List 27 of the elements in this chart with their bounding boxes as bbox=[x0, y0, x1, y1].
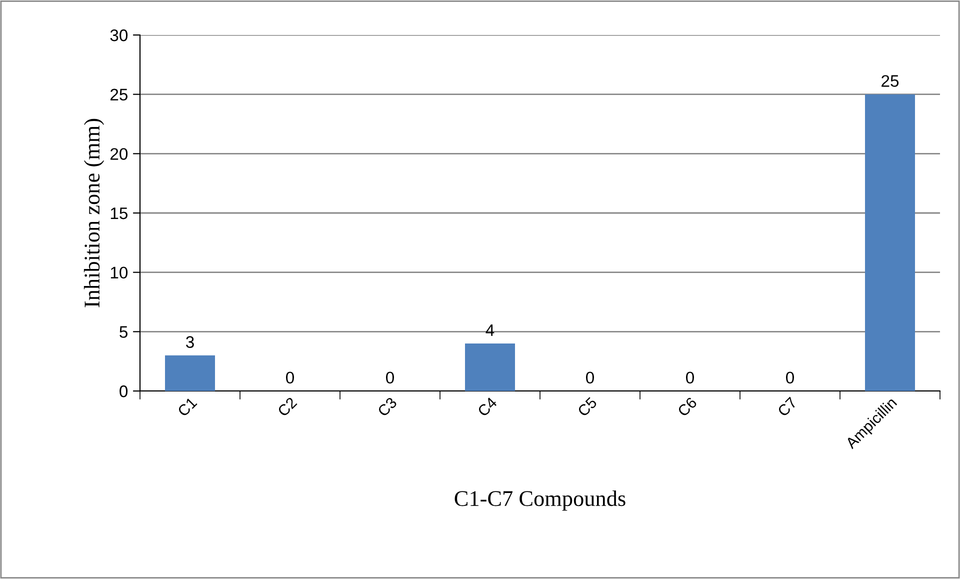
y-tick-label: 20 bbox=[110, 148, 128, 160]
data-label: 3 bbox=[186, 336, 194, 348]
y-tick-label: 0 bbox=[120, 385, 128, 398]
x-axis-title: C1-C7 Compounds bbox=[454, 490, 626, 511]
data-label: 0 bbox=[286, 372, 294, 384]
data-label: 0 bbox=[786, 372, 794, 384]
x-tick-label: C3 bbox=[377, 396, 398, 418]
x-tick-label: C5 bbox=[577, 396, 598, 418]
x-tick-label: C2 bbox=[277, 396, 298, 418]
y-tick-label: 25 bbox=[110, 88, 128, 101]
x-tick-label: C4 bbox=[477, 396, 498, 418]
data-label: 0 bbox=[386, 372, 394, 384]
bar bbox=[165, 355, 215, 391]
x-tick-label: C7 bbox=[777, 396, 798, 418]
y-axis-title: Inhibition zone (mm) bbox=[84, 118, 104, 308]
y-tick-label: 10 bbox=[110, 266, 128, 279]
data-label: 0 bbox=[586, 372, 594, 384]
y-tick-label: 5 bbox=[120, 326, 128, 338]
x-tick-label: C1 bbox=[177, 396, 198, 418]
y-tick-label: 30 bbox=[110, 29, 128, 42]
x-tick-label: C6 bbox=[677, 396, 698, 418]
data-label: 0 bbox=[686, 372, 694, 384]
bar bbox=[465, 344, 515, 391]
data-label: 4 bbox=[486, 324, 494, 336]
data-label: 25 bbox=[882, 75, 899, 87]
bar bbox=[865, 94, 915, 391]
y-tick-label: 15 bbox=[110, 208, 128, 220]
